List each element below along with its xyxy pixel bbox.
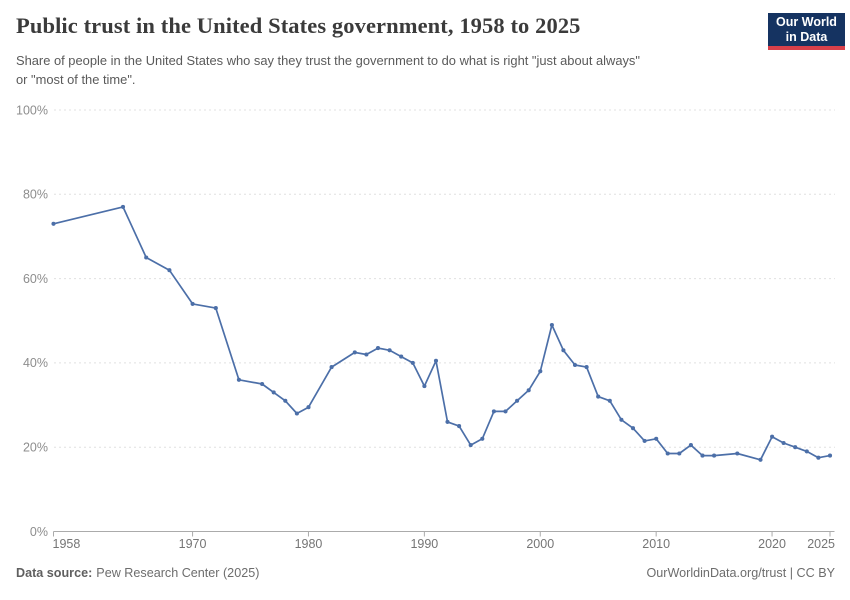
data-point[interactable] <box>596 394 601 399</box>
data-point[interactable] <box>619 417 624 422</box>
svg-text:1980: 1980 <box>295 537 323 551</box>
data-point[interactable] <box>572 362 578 368</box>
svg-text:0%: 0% <box>30 525 48 539</box>
data-point[interactable] <box>306 405 311 410</box>
svg-text:2000: 2000 <box>526 537 554 551</box>
page-title: Public trust in the United States govern… <box>16 13 581 38</box>
data-point[interactable] <box>422 384 427 389</box>
data-point[interactable] <box>758 457 763 462</box>
chart-subtitle-line2: or "most of the time". <box>16 72 136 88</box>
data-point[interactable] <box>584 365 589 370</box>
owid-citation-link[interactable]: OurWorldinData.org/trust | CC BY <box>646 566 835 580</box>
data-point[interactable] <box>445 419 450 424</box>
data-point[interactable] <box>677 451 682 456</box>
data-point[interactable] <box>271 390 276 395</box>
owid-logo-line1: Our World <box>776 15 837 29</box>
data-point[interactable] <box>260 381 265 387</box>
data-point[interactable] <box>654 436 659 441</box>
data-point[interactable] <box>283 398 288 403</box>
data-point[interactable] <box>457 424 462 429</box>
data-point[interactable] <box>665 451 670 456</box>
data-point[interactable] <box>399 354 404 359</box>
owid-logo-red-bar <box>768 46 845 50</box>
trend-line[interactable] <box>52 206 831 461</box>
data-point[interactable] <box>480 436 485 441</box>
data-point[interactable] <box>827 453 833 458</box>
data-point[interactable] <box>735 451 740 456</box>
data-point[interactable] <box>213 306 218 311</box>
x-axis <box>53 531 831 537</box>
data-point[interactable] <box>364 352 369 357</box>
data-point[interactable] <box>630 426 636 431</box>
svg-text:80%: 80% <box>23 188 48 202</box>
svg-text:20%: 20% <box>23 441 48 455</box>
chart-subtitle: Share of people in the United States who… <box>16 51 640 90</box>
data-source: Data source: Pew Research Center (2025) <box>16 566 259 580</box>
data-point[interactable] <box>433 358 439 363</box>
data-source-label: Data source: <box>16 566 93 580</box>
data-point[interactable] <box>468 443 473 448</box>
svg-text:1970: 1970 <box>179 537 207 551</box>
data-point[interactable] <box>804 449 809 454</box>
owid-logo[interactable]: Our World in Data <box>768 13 845 50</box>
chart-subtitle-line1: Share of people in the United States who… <box>16 53 640 68</box>
data-point[interactable] <box>167 268 172 273</box>
data-point[interactable] <box>329 365 334 370</box>
svg-text:40%: 40% <box>23 356 48 370</box>
svg-text:1958: 1958 <box>53 537 81 551</box>
data-point[interactable] <box>236 377 241 382</box>
data-point[interactable] <box>607 398 612 403</box>
data-point[interactable] <box>781 440 786 446</box>
data-point[interactable] <box>515 398 520 403</box>
data-point[interactable] <box>410 360 415 365</box>
svg-text:60%: 60% <box>23 272 48 286</box>
data-point[interactable] <box>770 434 775 439</box>
data-point[interactable] <box>688 443 693 448</box>
data-point[interactable] <box>503 409 508 414</box>
data-source-value: Pew Research Center (2025) <box>96 566 260 580</box>
data-points[interactable] <box>51 204 833 462</box>
data-point[interactable] <box>712 453 717 458</box>
data-point[interactable] <box>387 348 392 353</box>
y-axis-labels: 0% 20% 40% 60% 80% 100% <box>16 103 48 539</box>
data-point[interactable] <box>120 204 126 209</box>
chart-footer: Data source: Pew Research Center (2025) O… <box>16 566 835 580</box>
data-point[interactable] <box>549 322 554 328</box>
data-point[interactable] <box>352 350 357 355</box>
data-point[interactable] <box>816 455 821 460</box>
data-point[interactable] <box>700 453 705 458</box>
data-point[interactable] <box>375 346 381 351</box>
data-point[interactable] <box>294 411 299 416</box>
y-grid <box>53 109 835 532</box>
data-point[interactable] <box>538 369 543 374</box>
data-point[interactable] <box>793 445 798 450</box>
x-axis-labels: 1958 1970 1980 1990 2000 2010 2020 2025 <box>53 537 836 551</box>
owid-logo-text: Our World in Data <box>768 13 845 46</box>
owid-logo-line2: in Data <box>785 30 828 44</box>
data-point[interactable] <box>190 301 195 306</box>
data-point[interactable] <box>642 438 647 443</box>
data-point[interactable] <box>144 255 149 260</box>
data-point[interactable] <box>561 348 566 353</box>
svg-text:100%: 100% <box>16 103 48 117</box>
data-point[interactable] <box>526 388 531 393</box>
svg-text:2020: 2020 <box>758 537 786 551</box>
data-point[interactable] <box>491 409 496 414</box>
svg-text:2010: 2010 <box>642 537 670 551</box>
svg-text:1990: 1990 <box>410 537 438 551</box>
svg-text:2025: 2025 <box>807 537 835 551</box>
data-point[interactable] <box>51 221 56 226</box>
